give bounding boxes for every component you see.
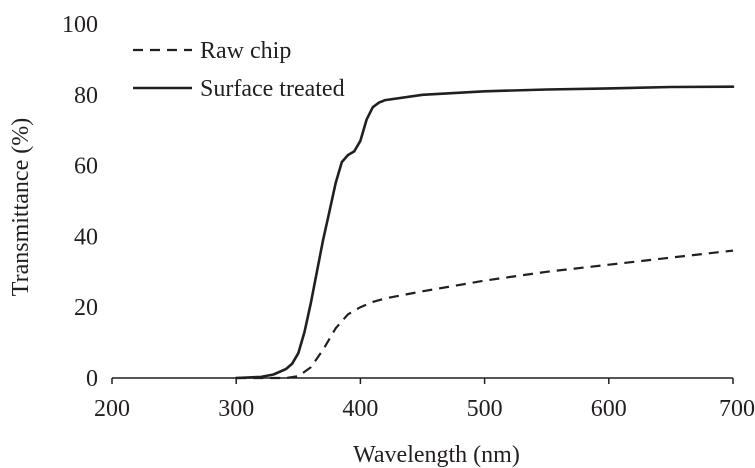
legend: Raw chip Surface treated — [133, 38, 345, 102]
x-tick-label: 600 — [591, 396, 627, 422]
y-axis-ticks: 0 20 40 60 80 100 — [62, 12, 98, 392]
y-tick-label: 20 — [74, 295, 98, 321]
x-tick-label: 300 — [218, 396, 254, 422]
y-tick-label: 40 — [74, 224, 98, 250]
y-axis-title: Transmittance (%) — [8, 118, 34, 296]
legend-label-raw-chip: Raw chip — [200, 38, 291, 64]
series-line-raw-chip — [236, 249, 734, 380]
series-line-surface-treated — [234, 85, 735, 380]
series-layer — [234, 85, 735, 380]
x-axis-ticks: 200 300 400 500 600 700 — [94, 378, 755, 422]
x-tick-label: 200 — [94, 396, 130, 422]
x-tick-label: 700 — [719, 396, 755, 422]
y-tick-label: 100 — [62, 12, 98, 38]
y-tick-label: 0 — [86, 366, 98, 392]
y-tick-label: 60 — [74, 154, 98, 180]
x-tick-label: 400 — [342, 396, 378, 422]
legend-label-surface-treated: Surface treated — [200, 76, 345, 102]
y-tick-label: 80 — [74, 83, 98, 109]
x-axis-title: Wavelength (nm) — [353, 442, 520, 468]
x-tick-label: 500 — [467, 396, 503, 422]
